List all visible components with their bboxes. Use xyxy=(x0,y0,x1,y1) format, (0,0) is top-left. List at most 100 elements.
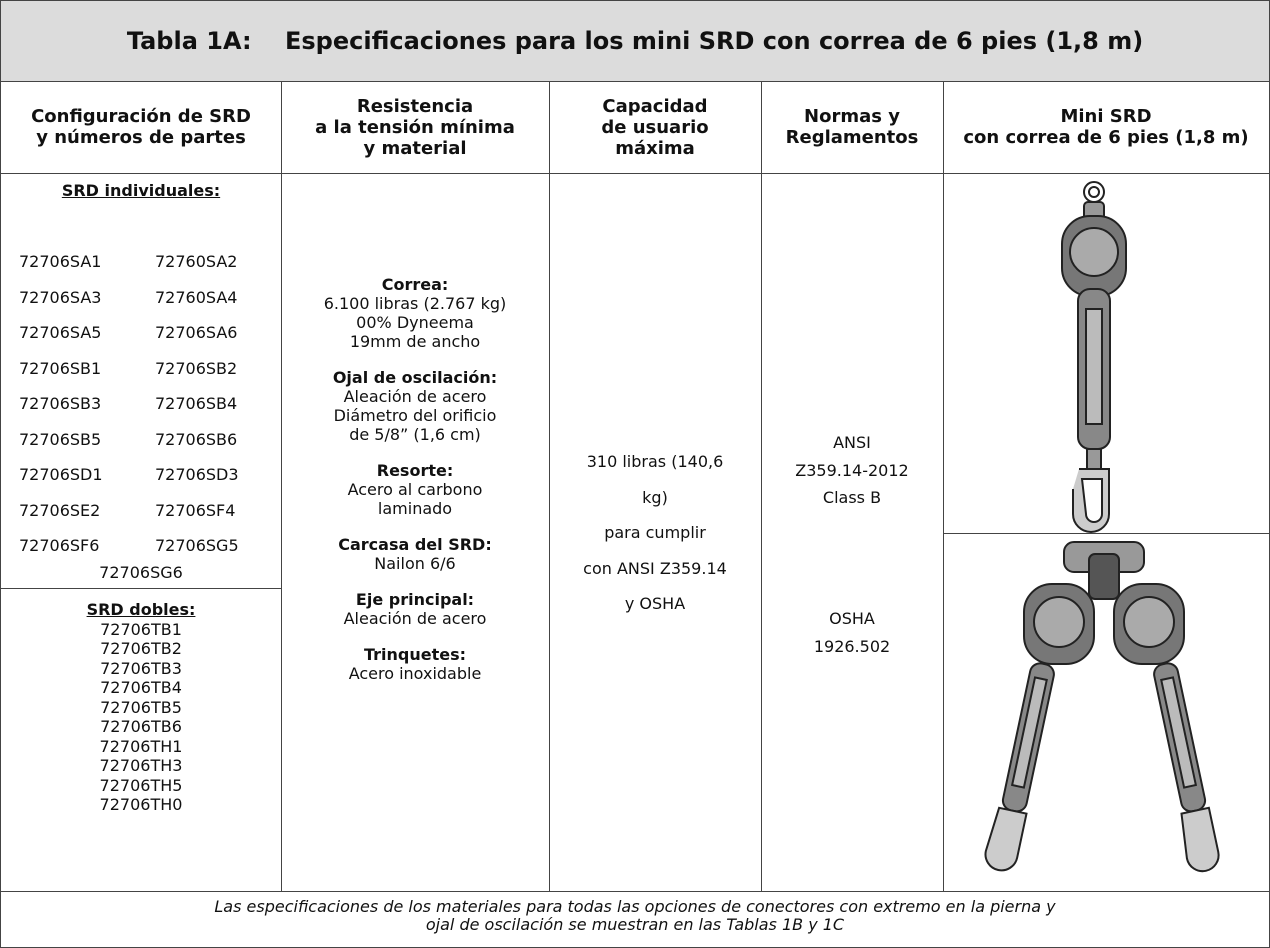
part-number: 72706TH5 xyxy=(99,775,183,795)
material-line: Nailon 6/6 xyxy=(374,554,456,573)
standard-line: OSHA xyxy=(829,609,875,628)
part-number: 72706TB5 xyxy=(100,697,182,717)
title-label: Tabla 1A: xyxy=(126,27,252,55)
material-section: Trinquetes: Acero inoxidable xyxy=(281,645,549,683)
part-number: 72706SA5 xyxy=(19,323,102,342)
column-header: Configuración de SRD y números de partes xyxy=(1,81,281,173)
material-section: Correa: 6.100 libras (2.767 kg) 00% Dyneem… xyxy=(281,275,549,351)
part-number: 72706SB3 xyxy=(19,394,102,413)
material-section: Ojal de oscilación: Aleación de acero Diám… xyxy=(281,368,549,444)
material-heading: Carcasa del SRD: xyxy=(338,535,492,554)
header-line: Configuración de SRD xyxy=(31,106,251,127)
standard-line: Z359.14-2012 xyxy=(795,460,909,480)
material-line: 00% Dyneema xyxy=(356,313,474,332)
footnote-line: ojal de oscilación se muestran en las Ta… xyxy=(425,915,845,934)
material-section: Carcasa del SRD: Nailon 6/6 xyxy=(281,535,549,573)
part-number: 72706SF6 xyxy=(19,536,100,555)
rule xyxy=(549,81,550,891)
part-number: 72706SE2 xyxy=(19,500,101,520)
rule xyxy=(1,891,1269,892)
material-heading: Resorte: xyxy=(376,461,454,480)
part-number: 72706SF4 xyxy=(155,500,236,520)
part-number: 72760SA4 xyxy=(155,287,238,307)
part-number: 72706SG6 xyxy=(99,563,183,582)
material-line: Acero al carbono xyxy=(347,480,483,499)
material-line: Acero inoxidable xyxy=(348,664,482,683)
group-label: SRD dobles: xyxy=(86,600,196,619)
part-number: 72706SD1 xyxy=(19,465,103,484)
header-line: Capacidad xyxy=(602,95,708,117)
double-list: SRD dobles: 72706TB1 72706TB2 72706TB3 72706… xyxy=(1,600,281,815)
material-line: laminado xyxy=(377,499,453,518)
header-line: y números de partes xyxy=(36,127,246,148)
header-line: máxima xyxy=(615,137,695,159)
part-number: 72706SB4 xyxy=(155,394,238,413)
material-line: Diámetro del orificio xyxy=(333,406,497,425)
standard-line: Class B xyxy=(822,488,882,507)
capacity: 310 libras (140,6 kg) para cumplir con ANSI… xyxy=(549,444,761,622)
part-number: 72706SB6 xyxy=(155,429,238,449)
material-line: de 5/8” (1,6 cm) xyxy=(349,425,481,444)
part-number: 72706SB2 xyxy=(155,358,238,378)
standard-line: ANSI xyxy=(833,433,871,452)
title-text: Especificaciones para los mini SRD con c… xyxy=(284,27,1144,55)
part-number: 72706SA3 xyxy=(19,287,102,307)
material-line: Aleación de acero xyxy=(343,387,487,406)
rule xyxy=(281,81,282,891)
material-heading: Eje principal: xyxy=(355,590,475,609)
header-line: con correa de 6 pies (1,8 m) xyxy=(963,127,1249,148)
capacity-line: para cumplir xyxy=(604,523,706,542)
part-number: 72706TH3 xyxy=(99,756,183,775)
header-line: a la tensión mínima xyxy=(315,116,515,138)
column-header: Mini SRD con correa de 6 pies (1,8 m) xyxy=(943,81,1269,173)
capacity-line: y OSHA xyxy=(624,594,686,613)
column-header: Normas y Reglamentos xyxy=(761,81,943,173)
part-number: 72706TB3 xyxy=(100,658,182,678)
part-number: 72706TB4 xyxy=(100,678,182,697)
material-line: 6.100 libras (2.767 kg) xyxy=(323,294,507,313)
part-number: 72760SA2 xyxy=(155,252,238,271)
single-srd-image xyxy=(1061,181,1127,533)
capacity-line: 310 libras (140,6 xyxy=(586,452,724,471)
capacity-line: con ANSI Z359.14 xyxy=(583,558,727,578)
group-label: SRD individuales: xyxy=(61,181,221,200)
material-section: Resorte: Acero al carbono laminado xyxy=(281,461,549,518)
standard: OSHA 1926.502 xyxy=(761,605,943,660)
part-number: 72706SA6 xyxy=(155,323,238,342)
rule xyxy=(943,533,1269,534)
resistance: Correa: 6.100 libras (2.767 kg) 00% Dyneem… xyxy=(281,275,549,700)
column-header: Resistencia a la tensión mínima y material xyxy=(281,81,549,173)
capacity-line: kg) xyxy=(642,487,668,507)
footnote: Las especificaciones de los materiales p… xyxy=(1,892,1269,934)
part-number: 72706SB5 xyxy=(19,429,102,449)
double-srd-image xyxy=(984,541,1220,873)
rule xyxy=(1,81,1269,82)
part-number: 72706SD3 xyxy=(155,465,239,484)
part-number: 72706TB2 xyxy=(100,639,182,658)
rule xyxy=(943,81,944,891)
part-number: 72706TB1 xyxy=(100,619,182,639)
header-line: de usuario xyxy=(601,116,709,138)
header-line: Mini SRD xyxy=(1060,106,1152,127)
column-header: Capacidad de usuario máxima xyxy=(549,81,761,173)
header-line: Reglamentos xyxy=(785,127,919,148)
standard: ANSI Z359.14-2012 Class B xyxy=(761,429,943,512)
rule xyxy=(761,81,762,891)
part-number: 72706SG5 xyxy=(155,536,239,555)
material-line: 19mm de ancho xyxy=(349,332,481,351)
rule xyxy=(1,173,1269,174)
part-number: 72706TH1 xyxy=(99,736,183,756)
header-line: Normas y xyxy=(804,106,900,127)
header-line: Resistencia xyxy=(356,95,474,117)
standard-line: 1926.502 xyxy=(813,636,891,656)
material-heading: Ojal de oscilación: xyxy=(332,368,498,387)
material-heading: Correa: xyxy=(381,275,449,294)
header-line: y material xyxy=(363,137,467,159)
part-number: 72706SB1 xyxy=(19,358,102,378)
material-section: Eje principal: Aleación de acero xyxy=(281,590,549,628)
table-title: Tabla 1A: Especificaciones para los mini… xyxy=(1,1,1269,81)
material-heading: Trinquetes: xyxy=(363,645,467,664)
part-number: 72706TH0 xyxy=(99,795,183,814)
part-number: 72706TB6 xyxy=(100,717,182,736)
